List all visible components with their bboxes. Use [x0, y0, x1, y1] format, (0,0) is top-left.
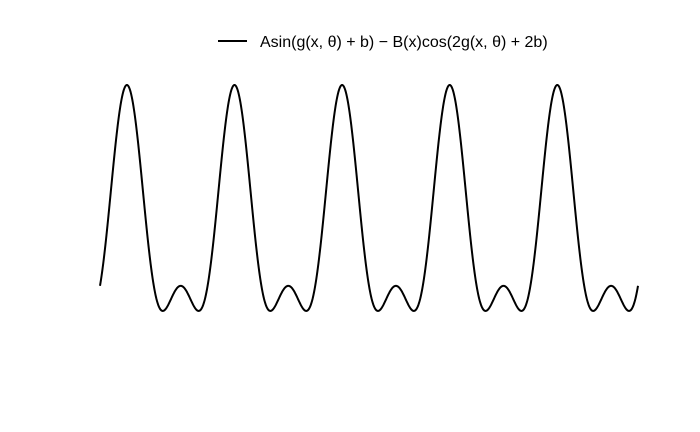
- series-line-1: [99, 83, 639, 312]
- legend-label-series-1: Asin(g(x, θ) + b) − B(x)cos(2g(x, θ) + 2…: [260, 34, 548, 51]
- legend: Asin(g(x, θ) + b) − B(x)cos(2g(x, θ) + 2…: [218, 34, 548, 51]
